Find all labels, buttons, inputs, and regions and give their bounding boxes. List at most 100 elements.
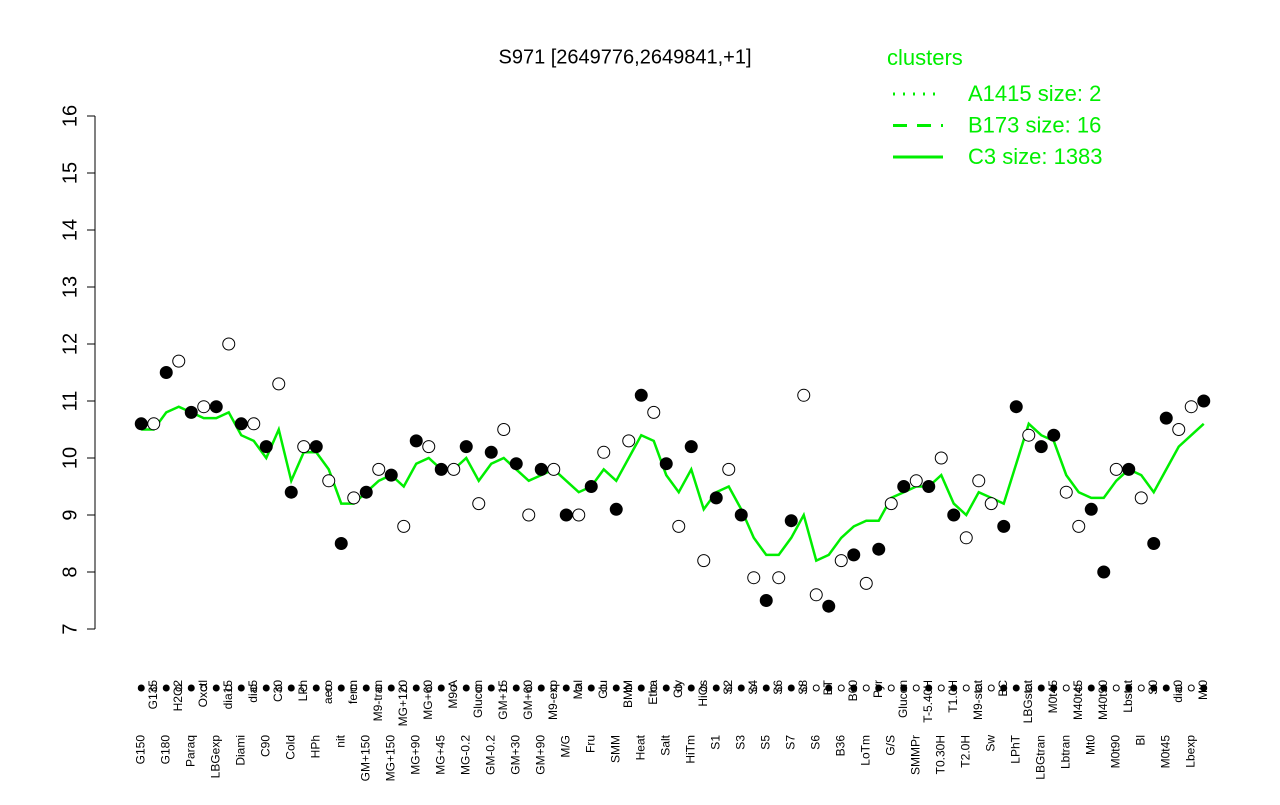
y-tick-label: 13 xyxy=(59,276,81,298)
category-marker xyxy=(762,684,770,692)
x-tick-label: BC xyxy=(996,680,1010,697)
category-marker xyxy=(1075,684,1083,692)
category-marker xyxy=(750,684,758,692)
category-marker xyxy=(637,684,645,692)
data-point xyxy=(709,491,723,505)
x-tick-label: Diami xyxy=(233,735,247,766)
data-point xyxy=(272,377,286,391)
category-marker xyxy=(162,684,170,692)
x-tick-label: T1.0H xyxy=(946,680,960,713)
category-marker xyxy=(300,684,308,692)
x-tick-label: M9-stat xyxy=(971,679,985,720)
data-point xyxy=(134,417,148,431)
x-tick-label: S2 xyxy=(721,680,735,695)
data-point xyxy=(334,537,348,550)
data-point xyxy=(447,462,461,476)
x-tick-label: Heat xyxy=(633,734,647,760)
category-marker xyxy=(487,684,495,692)
data-point xyxy=(1009,400,1023,414)
x-tick-label: MG+150 xyxy=(383,735,397,782)
data-point xyxy=(1159,411,1173,425)
data-point xyxy=(572,508,586,522)
category-marker xyxy=(212,684,220,692)
category-marker xyxy=(1100,684,1108,692)
category-marker xyxy=(975,684,983,692)
category-marker xyxy=(1200,684,1208,692)
category-marker xyxy=(650,684,658,692)
data-point xyxy=(834,554,848,568)
category-marker xyxy=(600,684,608,692)
data-point xyxy=(872,542,886,556)
x-tick-label: BT xyxy=(821,679,835,695)
category-marker xyxy=(850,684,858,692)
y-tick-label: 12 xyxy=(59,333,81,355)
data-point xyxy=(322,474,336,488)
x-tick-label: M0t45 xyxy=(1046,680,1060,714)
category-marker xyxy=(825,684,833,692)
data-point xyxy=(459,440,473,454)
x-tick-label: S7 xyxy=(783,735,797,750)
category-marker xyxy=(150,684,158,692)
category-marker xyxy=(662,684,670,692)
data-point xyxy=(409,434,423,448)
data-point xyxy=(434,462,448,476)
category-marker xyxy=(987,684,995,692)
data-point xyxy=(384,468,398,482)
data-point xyxy=(509,457,523,471)
x-tick-label: B36 xyxy=(833,735,847,757)
data-point xyxy=(234,417,248,431)
x-tick-label: ferm xyxy=(346,680,360,704)
category-marker xyxy=(612,684,620,692)
data-point xyxy=(472,497,486,511)
data-point xyxy=(772,571,786,585)
x-tick-label: M40t45 xyxy=(1071,680,1085,720)
x-tick-label: GM+30 xyxy=(508,735,522,775)
x-tick-label: T0.30H xyxy=(933,735,947,774)
data-point xyxy=(259,440,273,454)
category-marker xyxy=(1150,684,1158,692)
y-tick-label: 10 xyxy=(59,447,81,469)
data-point xyxy=(922,480,936,493)
x-tick-label: G180 xyxy=(158,735,172,765)
data-point xyxy=(422,440,436,454)
x-tick-label: S3 xyxy=(733,735,747,750)
data-point xyxy=(222,337,236,351)
x-tick-label: M0t90 xyxy=(1108,735,1122,769)
data-point xyxy=(684,440,698,454)
legend-label: B173 size: 16 xyxy=(968,112,1101,137)
x-tick-label: C90 xyxy=(258,735,272,757)
category-marker xyxy=(437,684,445,692)
x-tick-label: GM-0.2 xyxy=(483,735,497,775)
x-tick-label: MG+45 xyxy=(433,735,447,775)
data-point xyxy=(734,508,748,522)
x-tick-label: nit xyxy=(333,734,347,747)
category-marker xyxy=(875,684,883,692)
x-tick-label: LBGexp xyxy=(208,735,222,779)
category-marker xyxy=(912,684,920,692)
category-marker xyxy=(512,684,520,692)
data-point xyxy=(759,594,773,607)
category-marker xyxy=(1037,684,1045,692)
data-point xyxy=(209,400,223,414)
category-marker xyxy=(712,684,720,692)
x-tick-label: S1 xyxy=(708,735,722,750)
data-point xyxy=(784,514,798,528)
category-marker xyxy=(337,684,345,692)
x-tick-label: GM+60 xyxy=(521,680,535,720)
data-point xyxy=(397,519,411,533)
x-tick-label: Bl xyxy=(1133,735,1147,746)
category-marker xyxy=(962,684,970,692)
category-marker xyxy=(175,684,183,692)
x-tick-label: M9-A xyxy=(446,680,460,709)
x-tick-label: Etha xyxy=(646,680,660,705)
legend-label: A1415 size: 2 xyxy=(968,81,1101,106)
category-marker xyxy=(462,684,470,692)
category-marker xyxy=(275,684,283,692)
x-tick-label: Glu xyxy=(596,680,610,699)
category-marker xyxy=(900,684,908,692)
category-marker xyxy=(237,684,245,692)
y-tick-label: 7 xyxy=(59,623,81,634)
data-point xyxy=(959,531,973,545)
x-tick-label: BMM xyxy=(621,680,635,708)
